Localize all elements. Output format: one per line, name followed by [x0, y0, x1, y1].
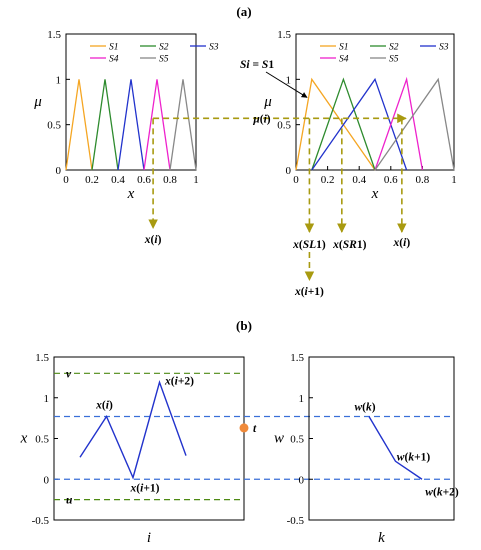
series-line-S3 [117, 79, 145, 171]
si-pointer-arrow [265, 71, 308, 98]
point-label-xi1: x(i+1) [130, 483, 160, 495]
y-tick-label: -0.5 [287, 515, 305, 527]
y-tick-label: 1.5 [290, 352, 304, 364]
legend-entry-S1: S1 [109, 43, 119, 53]
x-tick-label: 0 [63, 174, 69, 186]
series-line-S1 [295, 77, 376, 171]
x-tick-label: 0.6 [137, 174, 151, 186]
y-tick-label: 0 [56, 165, 62, 177]
x-tick-label: 0.2 [321, 174, 335, 186]
series-line-S2 [91, 79, 119, 171]
si-label: Si = S1 [240, 59, 274, 71]
x-axis-label: x [371, 186, 379, 202]
point-label-xi2: x(i+2) [164, 375, 194, 387]
legend-entry-S1: S1 [339, 43, 349, 53]
x-tick-label: 0 [293, 174, 299, 186]
point-label-wk: w(k) [354, 401, 375, 413]
legend-entry-S4: S4 [339, 55, 349, 65]
legend-entry-S3: S3 [209, 43, 219, 53]
y-tick-label: 1 [56, 74, 62, 86]
series-line-S2 [311, 77, 376, 171]
panel-b-right: -0.5 0 0.5 1 1.5 k w w(k) w(k+1) w(k+2) [274, 352, 459, 546]
x-tick-label: 0.6 [384, 174, 398, 186]
hline-label-u: u [66, 495, 73, 507]
series-line-S5 [169, 79, 197, 171]
x-tick-label: 1 [193, 174, 199, 186]
cross-panel-overlay: x(i) x(SL1) x(SR1) x(i) x(i+1) μ(i) Si = S1 [144, 59, 411, 298]
x-tick-label: 0.8 [163, 174, 177, 186]
xsl-label: x(SL1) [292, 239, 326, 251]
xi-right-label: x(i) [393, 237, 411, 249]
y-tick-label: 1.5 [35, 352, 49, 364]
x-tick-label: 1 [451, 174, 457, 186]
y-tick-label: 1 [44, 393, 50, 405]
y-tick-label: 1.5 [47, 29, 61, 41]
xi-left-label: x(i) [144, 234, 162, 246]
y-tick-label: 1 [286, 74, 292, 86]
point-label-xi: x(i) [95, 399, 113, 411]
y-tick-label: 0.5 [277, 120, 291, 132]
plot-frame [65, 33, 197, 171]
x-series-line [79, 379, 187, 480]
y-tick-label: 1.5 [277, 29, 291, 41]
x-axis-label: x [127, 186, 135, 202]
series-line-S1 [65, 79, 93, 171]
plot-frame [53, 356, 245, 521]
y-tick-label: 0.5 [47, 120, 61, 132]
x-tick-label: 0.8 [416, 174, 430, 186]
x-axis-label: k [378, 530, 385, 546]
y-tick-label: 0 [44, 474, 50, 486]
y-tick-label: 1 [299, 393, 305, 405]
plot-frame [295, 33, 455, 171]
legend-entry-S5: S5 [389, 55, 399, 65]
panel-b-left: -0.5 0 0.5 1 1.5 i x v u x(i) x(i+1) x(i+2) t [20, 352, 454, 546]
x-tick-label: 0.2 [85, 174, 99, 186]
series-line-S4 [374, 76, 424, 171]
w-series-line [368, 416, 423, 480]
point-label-wk1: w(k+1) [397, 451, 431, 463]
legend-entry-S2: S2 [159, 43, 169, 53]
point-label-wk2: w(k+2) [425, 486, 459, 498]
x-tick-label: 0.4 [352, 174, 366, 186]
mu-label: μ(i) [252, 113, 270, 125]
legend-entry-S5: S5 [159, 55, 169, 65]
hline-label-v: v [66, 368, 72, 380]
legend-entry-S3: S3 [439, 43, 449, 53]
series-line-S5 [374, 77, 455, 171]
y-axis-label: w [274, 431, 284, 447]
xi1-label: x(i+1) [294, 286, 324, 298]
x-axis-label: i [147, 530, 151, 546]
panel-label-a: (a) [236, 4, 251, 19]
legend-entry-S4: S4 [109, 55, 119, 65]
panel-label-b: (b) [236, 318, 252, 333]
panel-a-right: 0 0.2 0.4 0.6 0.8 1 0 0.5 1 1.5 x μ S1 S2 S3 S4 S5 [263, 29, 457, 202]
y-tick-label: 0 [286, 165, 292, 177]
t-point-dot [239, 423, 249, 433]
y-tick-label: -0.5 [32, 515, 50, 527]
y-axis-label: μ [33, 94, 42, 110]
y-axis-label: x [20, 431, 28, 447]
legend-entry-S2: S2 [389, 43, 399, 53]
series-line-S4 [143, 79, 171, 171]
x-tick-label: 0.4 [111, 174, 125, 186]
y-tick-label: 0 [299, 474, 305, 486]
y-axis-label: μ [263, 94, 272, 110]
y-tick-label: 0.5 [35, 434, 49, 446]
y-tick-label: 0.5 [290, 434, 304, 446]
panel-a-left: 0 0.2 0.4 0.6 0.8 1 0 0.5 1 1.5 x μ S1 S2 S3 S4 S5 [33, 29, 219, 202]
xsr-label: x(SR1) [332, 239, 366, 251]
t-point-label: t [253, 423, 257, 435]
